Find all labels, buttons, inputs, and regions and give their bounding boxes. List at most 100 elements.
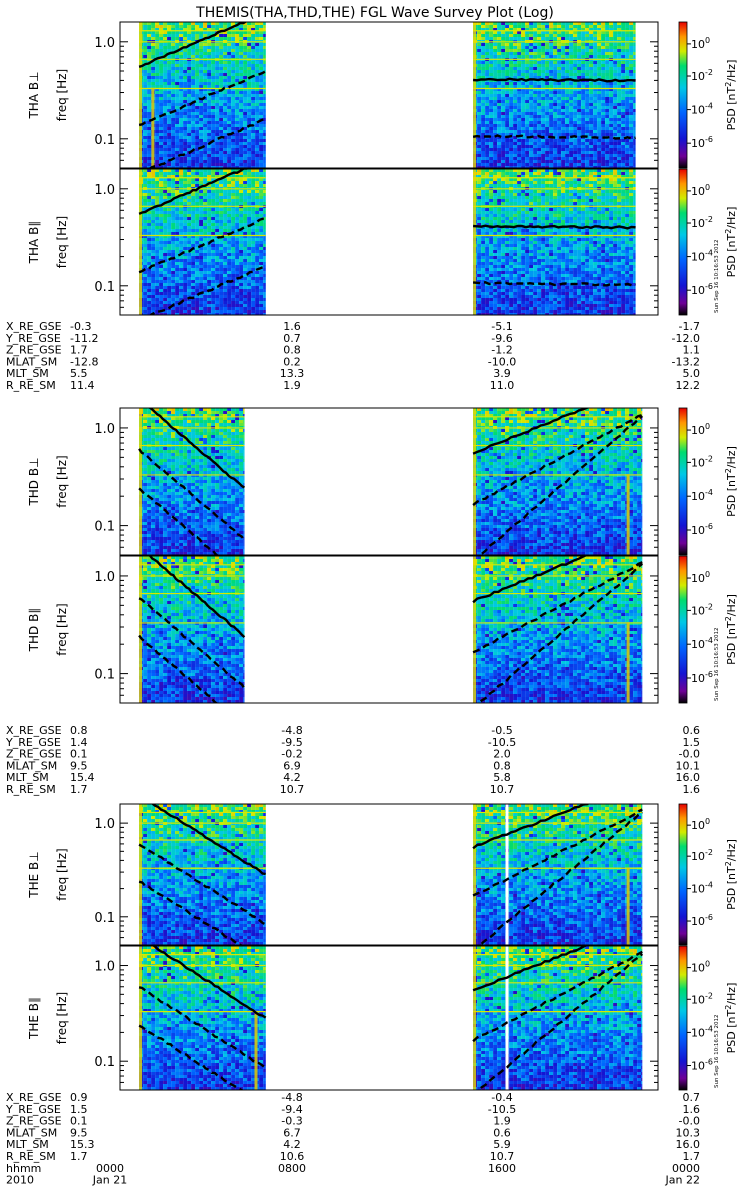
- colorbar: 100 10-2 10-4 10-6 PSD [nT2/Hz]: [678, 407, 738, 556]
- colorbar-tick-label: 10-4: [691, 881, 713, 896]
- colorbar-tick-label: 10-2: [691, 454, 713, 469]
- ephemeris-value: -12.0: [672, 332, 700, 345]
- colorbar-tick-label: 10-4: [691, 249, 713, 264]
- ephemeris-value: 11.4: [70, 379, 95, 392]
- time-axis-year: 2010: [6, 1174, 34, 1187]
- ephemeris-row-label: MLT_SM: [6, 367, 49, 380]
- data-segment-1: [139, 408, 245, 555]
- ephemeris-value: 5.8: [493, 771, 511, 784]
- time-axis-hhmm-label: hhmm: [6, 1162, 41, 1175]
- gyrofrequency-curves: [138, 946, 644, 1090]
- ephemeris-value: 10.3: [676, 1126, 701, 1139]
- timestamp-stamp: Sun Sep 16 10:16:53 2012: [714, 239, 720, 313]
- ephemeris-value: -4.8: [281, 724, 302, 737]
- time-tick-label: 0800: [278, 1162, 306, 1175]
- harmonic-curve-seg1: [138, 880, 243, 945]
- harmonic-curve-seg1: [148, 118, 266, 168]
- half-fce-curve-seg1: [138, 986, 267, 1069]
- ephemeris-row-label: R_RE_SM: [6, 783, 56, 796]
- ephemeris-row-label: Y_RE_GSE: [5, 332, 61, 345]
- time-date-label: Jan 22: [665, 1174, 700, 1187]
- y-tick-label: 0.1: [94, 1055, 115, 1070]
- ephemeris-value: 1.7: [70, 1150, 88, 1163]
- half-fce-curve-seg1: [138, 843, 267, 926]
- timestamp-stamp: Sun Sep 16 10:16:53 2012: [714, 1014, 720, 1088]
- data-segment-1: [139, 804, 266, 945]
- colorbar-scale: [678, 21, 688, 169]
- colorbar-scale: [678, 555, 688, 704]
- colorbar-label: PSD [nT2/Hz]: [724, 594, 738, 665]
- data-gap: [505, 804, 509, 945]
- ephemeris-value: 1.1: [683, 344, 701, 357]
- y-tick-label: 0.1: [94, 520, 115, 535]
- spectrogram-panel-1: 1.0 0.1 THA B⊥ freq [Hz] 100 10-2 10-4 10-6 PSD …: [27, 21, 738, 169]
- ephemeris-value: -9.5: [281, 736, 302, 749]
- ephemeris-value: -10.5: [488, 1103, 516, 1116]
- fce-curve-seg1: [151, 804, 266, 876]
- harmonic-curve-seg2: [476, 562, 644, 703]
- spectrogram-panel-4: 1.0 0.1 THD B∥ freq [Hz] 100 10-2 10-4 10-6 PSD …: [27, 555, 738, 704]
- ephemeris-value: 1.6: [683, 783, 701, 796]
- ephemeris-tha: X_RE_GSEY_RE_GSEZ_RE_GSEMLAT_SMMLT_SMR_R…: [5, 320, 700, 392]
- colorbar-tick-label: 100: [691, 422, 710, 437]
- colorbar-tick-label: 10-2: [691, 215, 713, 230]
- ephemeris-row-label: Z_RE_GSE: [6, 748, 62, 761]
- colorbar-scale: [678, 803, 688, 946]
- colorbar-label: PSD [nT2/Hz]: [724, 60, 738, 131]
- ephemeris-value: 13.3: [280, 367, 305, 380]
- half-fce-curve-seg2: [472, 134, 636, 140]
- colorbar-tick-label: 10-6: [691, 522, 713, 537]
- ephemeris-value: 10.1: [676, 759, 701, 772]
- spectrogram-panel-2: 1.0 0.1 THA B∥ freq [Hz] 100 10-2 10-4 10-6 PSD …: [27, 168, 738, 316]
- panel-label: THA B⊥: [27, 71, 41, 119]
- ephemeris-tables: X_RE_GSEY_RE_GSEZ_RE_GSEMLAT_SMMLT_SMR_R…: [5, 320, 700, 1163]
- y-tick-label: 0.1: [94, 280, 115, 295]
- y-tick-label: 0.1: [94, 133, 115, 148]
- ephemeris-value: 0.9: [70, 1091, 88, 1104]
- ephemeris-row-label: Y_RE_GSE: [5, 736, 61, 749]
- figure-title: THEMIS(THA,THD,THE) FGL Wave Survey Plot…: [195, 5, 554, 21]
- y-tick-label: 1.0: [94, 36, 115, 51]
- ephemeris-row-label: MLT_SM: [6, 1138, 49, 1151]
- ephemeris-value: 16.0: [676, 771, 701, 784]
- ephemeris-value: 4.2: [283, 1138, 301, 1151]
- plot-frame: [119, 945, 659, 1091]
- time-tick-label: 0000: [96, 1162, 124, 1175]
- ephemeris-value: -0.2: [281, 748, 302, 761]
- ephemeris-row-label: X_RE_GSE: [6, 1091, 62, 1104]
- colorbar-tick-label: 100: [691, 36, 710, 51]
- data-segment-2: [473, 408, 643, 555]
- ephemeris-value: 1.6: [283, 320, 301, 333]
- fce-curve-seg2: [472, 408, 590, 455]
- spectrogram-panels: 1.0 0.1 THA B⊥ freq [Hz] 100 10-2 10-4 10-6 PSD …: [27, 21, 738, 1091]
- fce-curve-seg2: [472, 556, 588, 604]
- half-fce-curve-seg1: [138, 217, 266, 274]
- ephemeris-value: -13.2: [672, 355, 700, 368]
- data-segment-1: [139, 22, 266, 168]
- ephemeris-value: 15.4: [70, 771, 95, 784]
- y-tick-label: 1.0: [94, 817, 115, 832]
- time-tick-label: 1600: [488, 1162, 516, 1175]
- colorbar-scale: [678, 407, 688, 556]
- ephemeris-value: 0.6: [493, 1126, 511, 1139]
- gyrofrequency-curves: [138, 804, 643, 945]
- spectrogram-panel-5: 1.0 0.1 THE B⊥ freq [Hz] 100 10-2 10-4 10-6 PSD …: [27, 803, 738, 946]
- data-segment-2: [473, 946, 643, 1090]
- spectral-spike: [254, 1010, 258, 1090]
- ephemeris-value: -11.2: [70, 332, 98, 345]
- colorbar-tick-label: 100: [691, 817, 710, 832]
- colorbar-label: PSD [nT2/Hz]: [724, 839, 738, 910]
- ephemeris-value: 0.2: [283, 355, 301, 368]
- y-tick-label: 1.0: [94, 422, 115, 437]
- ephemeris-value: 1.5: [70, 1103, 88, 1116]
- spectral-spike: [626, 622, 630, 703]
- ephemeris-value: -0.5: [491, 724, 512, 737]
- fce-curve-seg2: [473, 224, 636, 230]
- ephemeris-value: 1.7: [683, 1150, 701, 1163]
- data-gap: [505, 946, 509, 1090]
- ephemeris-value: -12.8: [70, 355, 98, 368]
- ephemeris-value: 1.4: [70, 736, 88, 749]
- half-fce-curve-seg2: [472, 808, 643, 897]
- plot-frame: [119, 407, 659, 556]
